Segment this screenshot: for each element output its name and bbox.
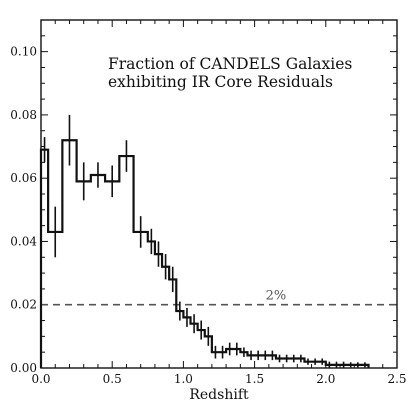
series-step-line — [39, 139, 370, 368]
x-tick-label: 0.5 — [103, 372, 122, 386]
x-tick-label: 2.0 — [316, 372, 335, 386]
x-tick-label: 2.5 — [387, 372, 406, 386]
annotation-line-1: Fraction of CANDELS Galaxies — [108, 55, 352, 73]
reference-line-label: 2% — [266, 289, 287, 304]
x-tick-label: 1.5 — [245, 372, 264, 386]
y-tick-label: 0.08 — [10, 108, 37, 122]
y-tick-label: 0.04 — [10, 234, 37, 248]
error-bars — [43, 114, 366, 368]
series-group — [39, 139, 370, 368]
annotation-line-2: exhibiting IR Core Residuals — [108, 73, 333, 91]
x-tick-label: 1.0 — [174, 372, 193, 386]
y-tick-label: 0.10 — [10, 45, 37, 59]
x-axis-label: Redshift — [189, 387, 249, 403]
y-tick-label: 0.02 — [10, 298, 37, 312]
tick-labels: 0.0 0.5 1.0 1.5 2.0 2.5 0.00 0.02 0.04 0.06 0.08 0.… — [10, 45, 406, 386]
y-tick-label: 0.00 — [10, 361, 37, 375]
reference-line-group: 2% — [41, 289, 397, 306]
x-tick-label: 0.0 — [31, 372, 50, 386]
y-tick-label: 0.06 — [10, 171, 37, 185]
